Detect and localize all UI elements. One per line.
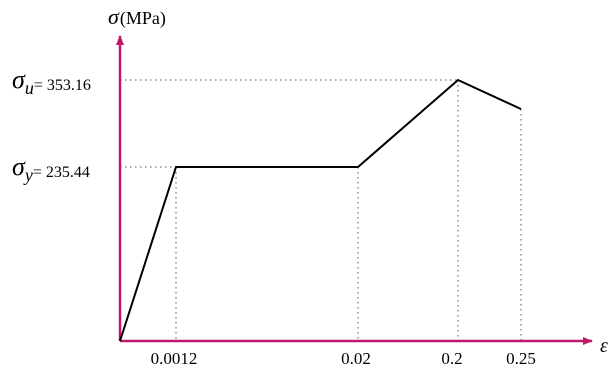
- x-tick-label: 0.0012: [151, 349, 198, 368]
- x-axis-label: ε: [600, 335, 608, 357]
- guide-lines: [120, 79, 522, 341]
- x-tick-label: 0.2: [441, 349, 462, 368]
- stress-strain-curve: [119, 78, 522, 342]
- y-reference-labels: σy= 235.44 σu= 353.16: [12, 65, 91, 185]
- y-axis-symbol: σ: [108, 4, 120, 29]
- y-axis-unit: (MPa): [120, 8, 166, 29]
- y-ref-label-y: σy= 235.44: [12, 152, 90, 185]
- x-tick-labels: 0.0012 0.02 0.2 0.25: [151, 349, 536, 368]
- x-tick-label: 0.25: [506, 349, 536, 368]
- y-ref-label-u: σu= 353.16: [12, 65, 91, 98]
- x-tick-label: 0.02: [341, 349, 371, 368]
- y-axis-label: σ(MPa): [108, 4, 166, 29]
